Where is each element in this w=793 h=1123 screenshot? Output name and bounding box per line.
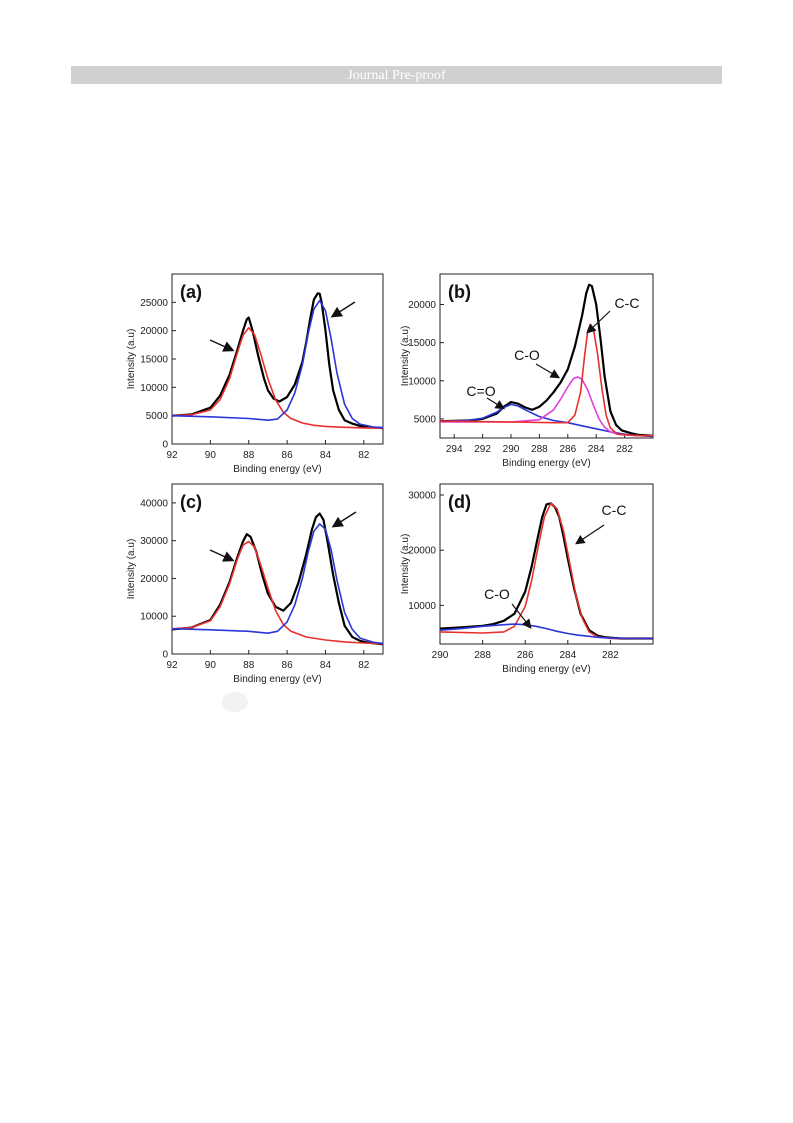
peak-pointer-arrow — [209, 549, 235, 562]
y-axis-label: Intensity (a.u) — [400, 534, 411, 595]
plot-frame — [439, 483, 654, 645]
fitted-peak-line — [440, 403, 653, 438]
x-tick-label: 284 — [559, 650, 576, 661]
x-tick-label: 82 — [358, 660, 370, 671]
peak-pointer-arrow — [209, 339, 235, 352]
y-tick-label: 30000 — [408, 491, 436, 502]
raw-spectrum-line — [440, 283, 653, 437]
panel-label: (d) — [448, 492, 471, 512]
y-tick-label: 0 — [162, 650, 168, 661]
peak-annotation-label: C=O — [466, 383, 495, 399]
x-axis-label: Binding energy (eV) — [233, 464, 321, 475]
y-tick-label: 20000 — [408, 546, 436, 557]
x-tick-label: 294 — [446, 444, 463, 455]
x-axis-label: Binding energy (eV) — [233, 674, 321, 685]
peak-pointer-arrow — [331, 511, 357, 528]
plot-frame — [439, 273, 654, 439]
y-tick-label: 40000 — [140, 498, 168, 509]
panel-label: (b) — [448, 282, 471, 302]
chart-panel-c: 92 90 88 86 84 82 0 10000 20000 30000 40000 Binding… — [126, 483, 384, 685]
x-tick-label: 90 — [205, 660, 217, 671]
x-tick-label: 86 — [282, 660, 294, 671]
y-tick-label: 10000 — [140, 612, 168, 623]
x-tick-label: 286 — [517, 650, 534, 661]
watermark-mark — [222, 692, 248, 712]
x-tick-label: 288 — [474, 650, 491, 661]
x-tick-label: 92 — [166, 660, 178, 671]
fitted-peak-line — [172, 523, 383, 645]
annotation-arrow — [486, 397, 506, 410]
journal-header-bar: Journal Pre-proof — [71, 66, 722, 84]
panel-label: (c) — [180, 492, 202, 512]
fitted-peak-line — [440, 623, 653, 640]
annotation-arrow — [511, 603, 532, 629]
peak-annotation-label: C-C — [602, 502, 627, 518]
x-tick-label: 288 — [531, 444, 548, 455]
x-tick-label: 82 — [358, 450, 370, 461]
fitted-peak-line — [172, 299, 383, 429]
y-tick-label: 20000 — [140, 326, 168, 337]
fitted-peak-line — [172, 326, 383, 429]
x-tick-label: 282 — [616, 444, 633, 455]
chart-panel-b: 294 292 290 288 286 284 282 5000 10000 15000 20000… — [400, 273, 654, 469]
x-tick-label: 84 — [320, 450, 332, 461]
x-tick-label: 282 — [602, 650, 619, 661]
peak-annotation-label: C-O — [484, 586, 510, 602]
y-tick-label: 15000 — [408, 338, 436, 349]
y-axis-label: Intensity (a.u) — [126, 329, 137, 390]
y-tick-label: 5000 — [414, 414, 437, 425]
y-tick-label: 25000 — [140, 298, 168, 309]
peak-pointer-arrow — [330, 301, 356, 318]
annotation-arrow — [586, 310, 611, 334]
y-tick-label: 10000 — [140, 383, 168, 394]
y-axis-label: Intensity (a.u) — [126, 539, 137, 600]
raw-spectrum-line — [172, 512, 383, 646]
chart-panel-d: 290 288 286 284 282 10000 20000 30000 Binding en… — [400, 483, 654, 675]
fitted-peak-line — [440, 502, 653, 640]
y-tick-label: 0 — [162, 440, 168, 451]
x-tick-label: 90 — [205, 450, 217, 461]
y-axis-label: Intensity (a.u) — [400, 326, 411, 387]
peak-annotation-label: C-C — [615, 295, 640, 311]
y-tick-label: 15000 — [140, 355, 168, 366]
y-tick-label: 10000 — [408, 376, 436, 387]
y-tick-label: 10000 — [408, 601, 436, 612]
x-axis-label: Binding energy (eV) — [502, 664, 590, 675]
x-tick-label: 290 — [503, 444, 520, 455]
x-tick-label: 92 — [166, 450, 178, 461]
x-tick-label: 290 — [432, 650, 449, 661]
raw-spectrum-line — [440, 502, 653, 640]
annotation-arrow — [575, 524, 605, 545]
x-tick-label: 284 — [588, 444, 605, 455]
x-tick-label: 286 — [559, 444, 576, 455]
y-tick-label: 20000 — [140, 574, 168, 585]
chart-panel-a: 92 90 88 86 84 82 0 5000 10000 15000 20000 25000 Bin… — [126, 273, 384, 475]
y-tick-label: 5000 — [146, 411, 169, 422]
x-tick-label: 88 — [243, 660, 255, 671]
peak-annotation-label: C-O — [514, 347, 540, 363]
x-tick-label: 88 — [243, 450, 255, 461]
journal-header-title: Journal Pre-proof — [347, 68, 446, 83]
panel-label: (a) — [180, 282, 202, 302]
plot-frame — [171, 483, 384, 655]
x-axis-label: Binding energy (eV) — [502, 458, 590, 469]
x-tick-label: 84 — [320, 660, 332, 671]
y-tick-label: 30000 — [140, 536, 168, 547]
x-tick-label: 86 — [282, 450, 294, 461]
y-tick-label: 20000 — [408, 300, 436, 311]
x-tick-label: 292 — [474, 444, 491, 455]
raw-spectrum-line — [172, 292, 383, 430]
fitted-peak-line — [172, 540, 383, 645]
annotation-arrow — [535, 363, 561, 379]
